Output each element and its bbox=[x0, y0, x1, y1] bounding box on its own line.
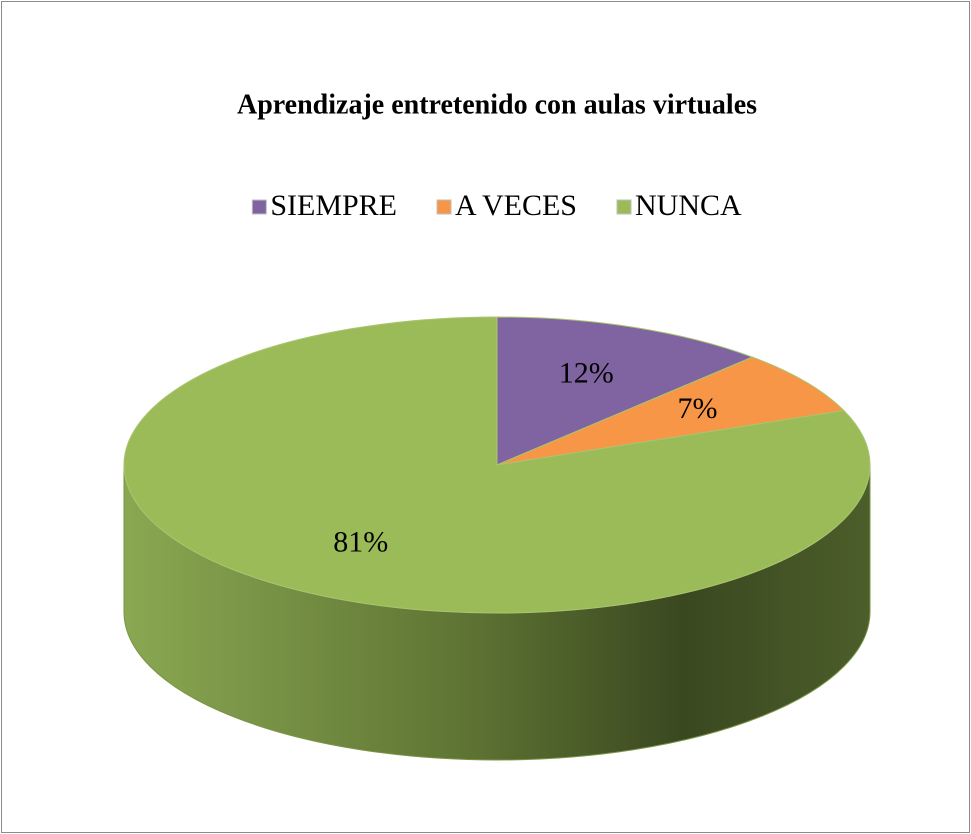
legend-label: SIEMPRE bbox=[270, 189, 397, 222]
legend-swatch bbox=[251, 199, 267, 215]
legend-label: NUNCA bbox=[635, 189, 742, 222]
data-label: 7% bbox=[678, 392, 718, 425]
pie-slice bbox=[496, 356, 845, 466]
data-label: 81% bbox=[333, 525, 388, 558]
legend: SIEMPRE A VECES NUNCA bbox=[251, 189, 742, 222]
legend-label: A VECES bbox=[455, 189, 577, 222]
pie-tops bbox=[123, 316, 871, 614]
data-label: 12% bbox=[559, 356, 614, 389]
legend-swatch bbox=[616, 199, 632, 215]
legend-swatch bbox=[436, 199, 452, 215]
chart-title: Aprendizaje entretenido con aulas virtua… bbox=[237, 89, 757, 120]
pie-slice bbox=[496, 316, 754, 466]
data-labels: 12% 7% 81% bbox=[333, 356, 717, 558]
pie-slice bbox=[123, 316, 871, 614]
